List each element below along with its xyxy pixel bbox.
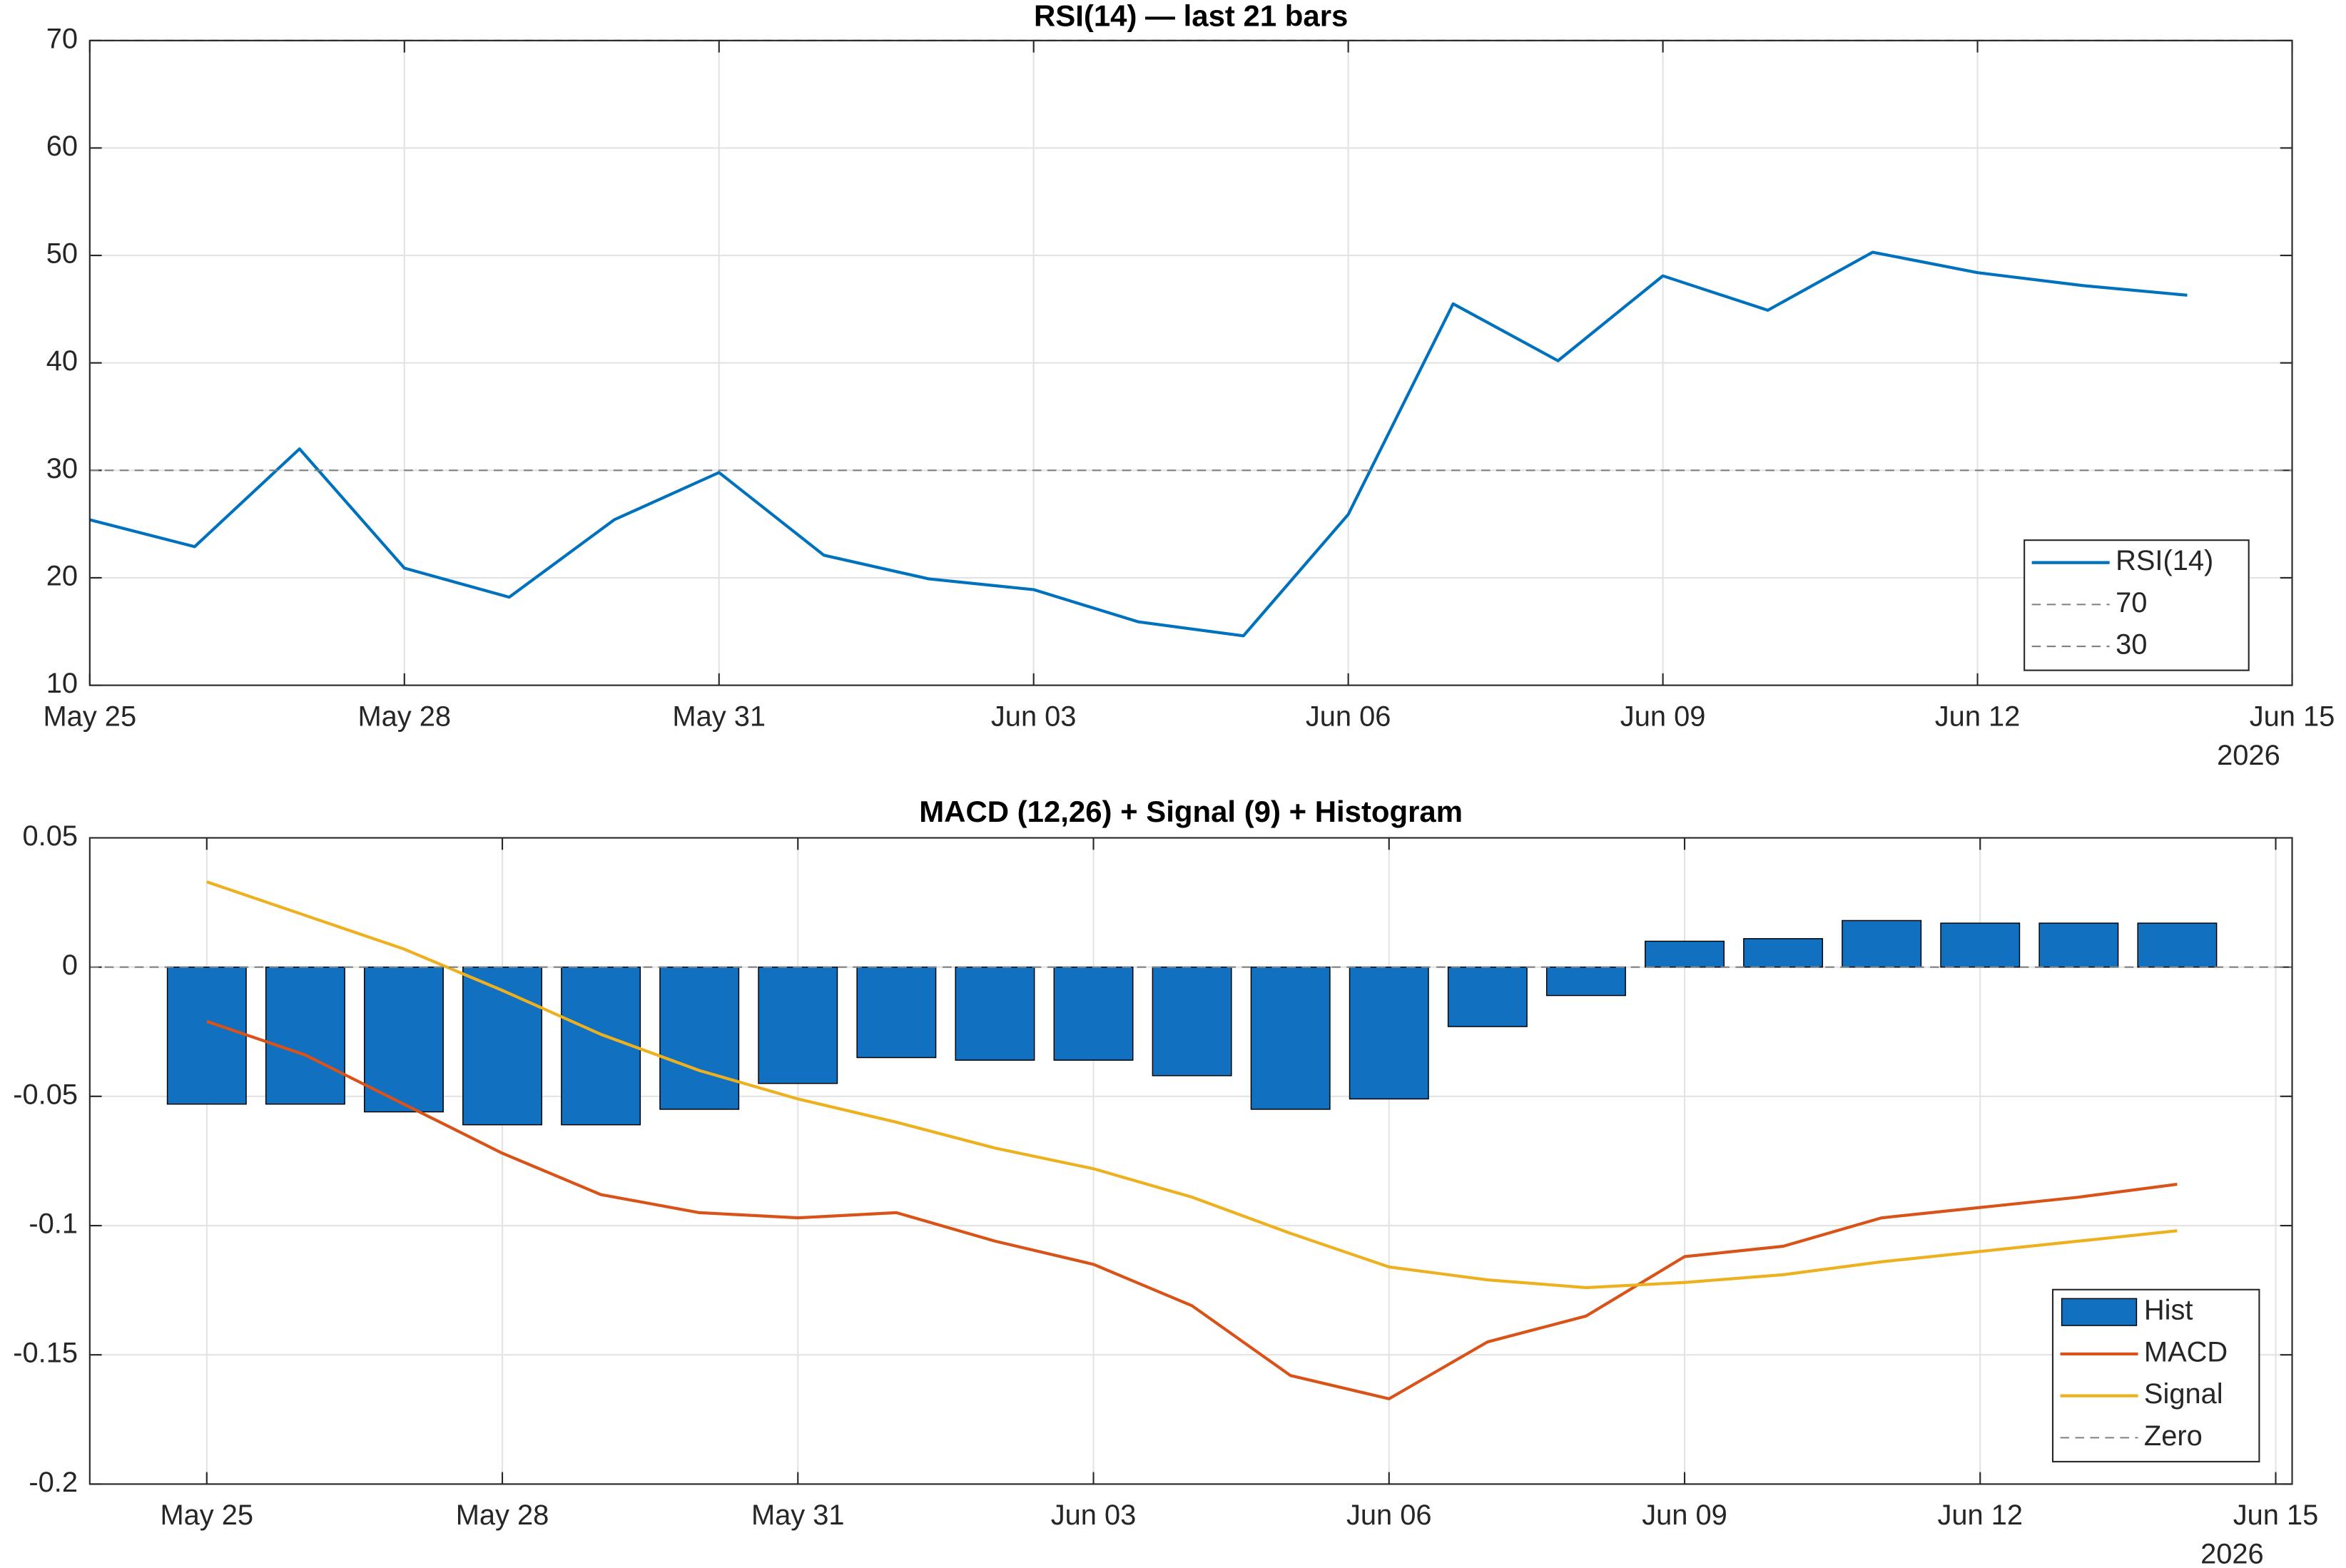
bar bbox=[1053, 966, 1134, 1061]
y-tick-label: -0.05 bbox=[13, 1079, 78, 1110]
y-tick-label: 0 bbox=[62, 950, 78, 981]
series-line bbox=[206, 1019, 2178, 1400]
x-tick-label: Jun 15 bbox=[2233, 1500, 2319, 1531]
bar bbox=[659, 966, 740, 1110]
legend-label: Signal bbox=[2144, 1378, 2223, 1410]
bar bbox=[2038, 922, 2119, 968]
legend-label: 70 bbox=[2116, 587, 2147, 618]
bar bbox=[955, 966, 1035, 1061]
legend-label: MACD bbox=[2144, 1336, 2228, 1368]
x-tick-label: May 25 bbox=[44, 701, 137, 732]
bar bbox=[265, 966, 345, 1105]
y-tick-label: 0.05 bbox=[23, 820, 78, 852]
y-tick-label: 20 bbox=[46, 561, 78, 592]
x-tick-label: Jun 12 bbox=[1937, 1500, 2023, 1531]
plot-frame bbox=[88, 39, 2293, 686]
bar bbox=[758, 966, 838, 1084]
x-year-label: 2026 bbox=[2200, 1539, 2264, 1568]
y-tick-label: 30 bbox=[46, 453, 78, 484]
bar bbox=[1447, 966, 1528, 1027]
bar bbox=[1743, 938, 1824, 968]
chart-title: RSI(14) — last 21 bars bbox=[1034, 0, 1348, 32]
x-tick-label: Jun 06 bbox=[1346, 1500, 1432, 1531]
x-tick-label: May 25 bbox=[160, 1500, 253, 1531]
bar bbox=[166, 966, 247, 1105]
bar bbox=[1152, 966, 1232, 1076]
y-tick-label: 40 bbox=[46, 345, 78, 377]
y-tick-label: 60 bbox=[46, 131, 78, 162]
x-tick-label: Jun 12 bbox=[1935, 701, 2021, 732]
x-tick-label: May 31 bbox=[751, 1500, 845, 1531]
x-tick-label: Jun 15 bbox=[2250, 701, 2335, 732]
bar bbox=[1940, 922, 2021, 968]
bar bbox=[856, 966, 937, 1059]
legend-swatch bbox=[2061, 1298, 2138, 1326]
chart-title: MACD (12,26) + Signal (9) + Histogram bbox=[919, 795, 1463, 828]
x-tick-label: Jun 06 bbox=[1306, 701, 1391, 732]
y-tick-label: -0.15 bbox=[13, 1338, 78, 1369]
legend-label: Zero bbox=[2144, 1420, 2203, 1452]
bar bbox=[561, 966, 641, 1126]
x-tick-label: May 31 bbox=[672, 701, 766, 732]
y-tick-label: 70 bbox=[46, 23, 78, 54]
y-tick-label: 50 bbox=[46, 238, 78, 270]
x-tick-label: Jun 03 bbox=[991, 701, 1077, 732]
bar bbox=[2137, 922, 2218, 968]
legend-label: Hist bbox=[2144, 1295, 2193, 1326]
bar bbox=[1842, 920, 1922, 968]
bar bbox=[1645, 940, 1725, 968]
series-line bbox=[206, 880, 2178, 1290]
y-tick-label: -0.1 bbox=[29, 1208, 78, 1240]
bar bbox=[1250, 966, 1331, 1110]
plot-area bbox=[89, 838, 2292, 1485]
x-tick-label: Jun 03 bbox=[1051, 1500, 1137, 1531]
legend-label: RSI(14) bbox=[2116, 545, 2213, 576]
bar bbox=[1545, 966, 1626, 997]
y-tick-label: -0.2 bbox=[29, 1467, 78, 1498]
plot-frame bbox=[88, 837, 2293, 1485]
bar bbox=[1349, 966, 1429, 1100]
series-line bbox=[89, 250, 2188, 638]
y-tick-label: 10 bbox=[46, 668, 78, 699]
x-tick-label: Jun 09 bbox=[1620, 701, 1706, 732]
x-tick-label: Jun 09 bbox=[1642, 1500, 1727, 1531]
legend-label: 30 bbox=[2116, 629, 2147, 661]
x-tick-label: May 28 bbox=[456, 1500, 549, 1531]
x-year-label: 2026 bbox=[2217, 740, 2280, 771]
bar bbox=[363, 966, 444, 1113]
bar bbox=[462, 966, 542, 1126]
x-tick-label: May 28 bbox=[357, 701, 451, 732]
